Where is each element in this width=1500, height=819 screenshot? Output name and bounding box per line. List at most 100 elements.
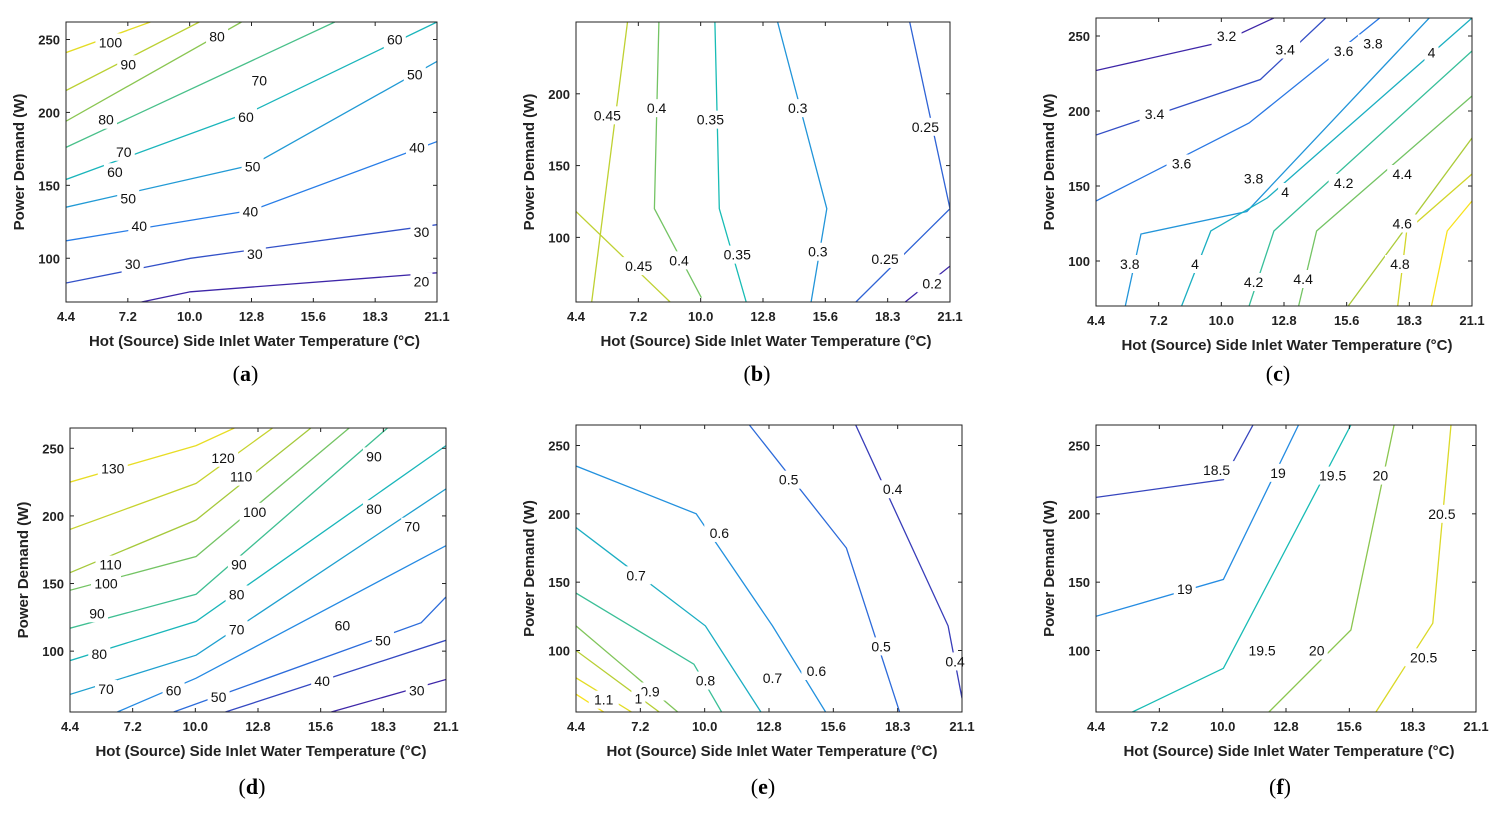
contour-label-bg — [1238, 273, 1269, 291]
x-tick-label: 10.0 — [1209, 313, 1234, 328]
contour-label-bg — [1188, 255, 1203, 273]
contour-label: 110 — [99, 557, 122, 573]
panel-b: 0.45 0.45 0.4 0.4 0.35 0.35 0.3 0.3 0.25 0.25 0.2 4… — [521, 21, 963, 386]
contour-label-bg — [621, 566, 652, 585]
contour-label: 4.4 — [1293, 271, 1313, 287]
contour-label-bg — [664, 251, 695, 270]
contour-line — [748, 425, 901, 712]
contour-label-bg — [403, 65, 426, 84]
contour-label-bg — [112, 142, 135, 161]
contour-label: 3.6 — [1334, 43, 1354, 59]
contour-label-bg — [206, 27, 229, 46]
contour-label: 80 — [209, 29, 225, 45]
contour-label: 40 — [132, 218, 148, 234]
y-tick-label: 250 — [548, 439, 570, 454]
contour-label-bg — [641, 99, 672, 118]
contour-label-bg — [631, 689, 646, 708]
contour-label-bg — [1357, 34, 1388, 53]
contour-label: 0.8 — [696, 673, 716, 689]
contour-line — [576, 211, 671, 302]
contour-line — [576, 526, 762, 712]
y-tick-label: 200 — [38, 105, 60, 120]
x-tick-label: 4.4 — [1087, 719, 1106, 734]
x-tick-label: 15.6 — [821, 719, 846, 734]
x-tick-label: 7.2 — [1150, 313, 1168, 328]
contour-line — [776, 22, 828, 302]
x-tick-label: 7.2 — [1150, 719, 1168, 734]
contour-line — [1132, 425, 1352, 712]
contour-label: 20.5 — [1410, 649, 1437, 665]
contour-line — [331, 678, 446, 712]
contour-label: 1.1 — [594, 692, 614, 708]
contour-label: 90 — [366, 448, 382, 464]
contour-label-bg — [225, 585, 248, 604]
y-tick-label: 200 — [1068, 104, 1090, 119]
contour-label-bg — [1288, 270, 1319, 288]
contour-line — [66, 224, 437, 284]
contour-label-bg — [866, 249, 905, 268]
contour-label-bg — [243, 244, 266, 263]
contour-label-bg — [362, 500, 385, 519]
x-axis-title: Hot (Source) Side Inlet Water Temperatur… — [600, 333, 931, 350]
contour-label-bg — [95, 555, 126, 574]
contour-label: 4.8 — [1390, 256, 1410, 272]
x-tick-label: 21.1 — [1463, 719, 1488, 734]
y-axis-title: Power Demand (W) — [11, 94, 28, 231]
contour-label-bg — [619, 257, 658, 276]
contour-label: 60 — [238, 109, 254, 125]
contour-label: 4 — [1281, 184, 1289, 200]
contour-label-bg — [405, 681, 428, 700]
x-tick-label: 18.3 — [363, 309, 388, 324]
x-tick-label: 18.3 — [875, 309, 900, 324]
contour-line — [225, 639, 446, 712]
x-tick-label: 21.1 — [424, 309, 449, 324]
x-tick-label: 10.0 — [688, 309, 713, 324]
contour-label-bg — [1197, 461, 1236, 480]
contour-label-bg — [691, 110, 730, 129]
y-tick-label: 150 — [42, 577, 64, 592]
contour-label: 0.25 — [912, 119, 939, 135]
contour-label: 0.35 — [697, 112, 724, 128]
x-tick-label: 7.2 — [631, 719, 649, 734]
y-axis-title: Power Demand (W) — [1041, 500, 1058, 637]
contour-label: 19.5 — [1319, 468, 1346, 484]
contour-label: 100 — [243, 504, 267, 520]
contour-line — [1096, 18, 1327, 136]
contour-line — [70, 445, 446, 662]
contour-label: 0.4 — [883, 481, 903, 497]
contour-label-bg — [234, 107, 257, 126]
contour-label-bg — [1238, 169, 1269, 188]
x-tick-label: 15.6 — [813, 309, 838, 324]
x-tick-label: 7.2 — [629, 309, 647, 324]
contour-label: 0.5 — [871, 638, 891, 654]
contour-label-bg — [331, 616, 354, 635]
y-axis-title: Power Demand (W) — [15, 502, 32, 639]
contour-label: 70 — [98, 681, 114, 697]
contour-label: 30 — [414, 224, 430, 240]
contour-line — [714, 22, 747, 302]
contour-label-bg — [917, 274, 948, 293]
y-tick-label: 100 — [548, 230, 570, 245]
y-tick-label: 250 — [1068, 439, 1090, 454]
contour-line — [117, 545, 446, 712]
contour-label-bg — [1369, 466, 1392, 485]
contour-label: 0.3 — [788, 100, 808, 116]
x-tick-label: 10.0 — [177, 309, 202, 324]
contour-line — [1096, 425, 1300, 617]
x-tick-label: 12.8 — [245, 719, 270, 734]
contour-label-bg — [121, 255, 144, 274]
plot-frame — [1095, 17, 1473, 307]
contour-line — [70, 428, 388, 629]
x-tick-label: 12.8 — [239, 309, 264, 324]
contour-label: 18.5 — [1203, 462, 1230, 478]
contour-label-bg — [1139, 105, 1170, 123]
y-tick-label: 100 — [1068, 644, 1090, 659]
contour-label: 60 — [387, 32, 403, 48]
contour-label: 50 — [407, 67, 423, 83]
contour-label: 3.4 — [1275, 42, 1295, 58]
contour-label: 0.7 — [626, 567, 646, 583]
contour-label-bg — [1422, 504, 1461, 523]
contour-label: 20 — [1309, 643, 1325, 659]
x-tick-label: 15.6 — [308, 719, 333, 734]
x-tick-label: 21.1 — [1459, 313, 1484, 328]
